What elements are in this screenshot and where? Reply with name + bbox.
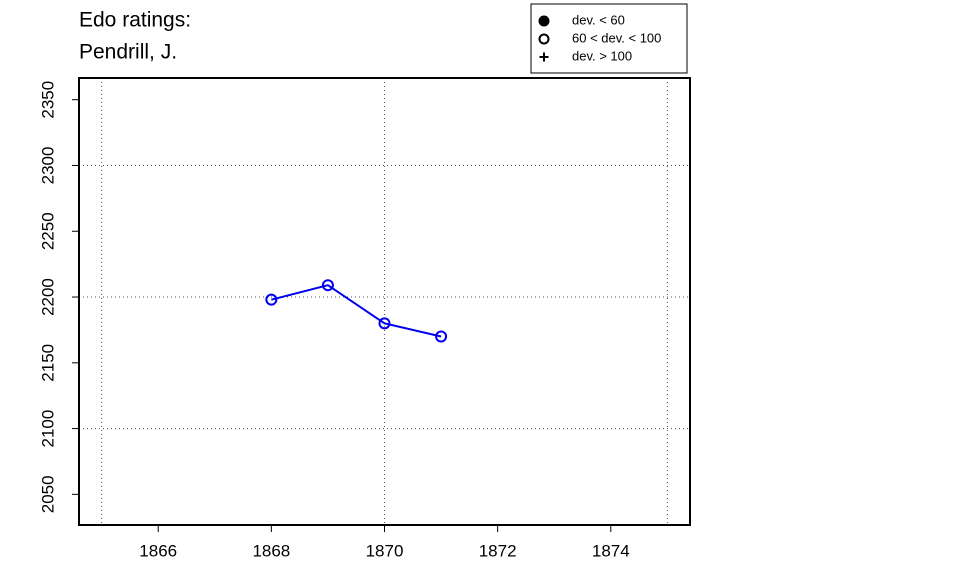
- x-tick-label: 1866: [139, 541, 177, 560]
- legend-label: dev. > 100: [572, 48, 632, 63]
- y-tick-label: 2150: [38, 344, 57, 382]
- x-tick-label: 1870: [366, 541, 404, 560]
- y-tick-label: 2300: [38, 147, 57, 185]
- y-tick-label: 2250: [38, 212, 57, 250]
- x-tick-label: 1872: [479, 541, 517, 560]
- y-tick-label: 2100: [38, 410, 57, 448]
- x-tick-label: 1868: [252, 541, 290, 560]
- x-tick-label: 1874: [592, 541, 630, 560]
- legend-symbol: [539, 52, 549, 62]
- legend-box: [530, 3, 688, 74]
- marker: [321, 279, 334, 292]
- y-tick-label: 2200: [38, 278, 57, 316]
- marker: [265, 293, 278, 306]
- chart-title: Edo ratings:: [79, 9, 191, 32]
- plot-frame: [78, 77, 691, 526]
- y-tick-label: 2350: [38, 81, 57, 119]
- legend-label: dev. < 60: [572, 12, 625, 27]
- y-tick-label: 2050: [38, 475, 57, 513]
- series-line: [271, 284, 442, 338]
- marker: [435, 330, 448, 343]
- marker: [378, 317, 391, 330]
- legend-symbol: [538, 33, 550, 45]
- legend-symbol: [538, 15, 550, 27]
- chart-subtitle: Pendrill, J.: [79, 41, 177, 64]
- legend-label: 60 < dev. < 100: [572, 30, 661, 45]
